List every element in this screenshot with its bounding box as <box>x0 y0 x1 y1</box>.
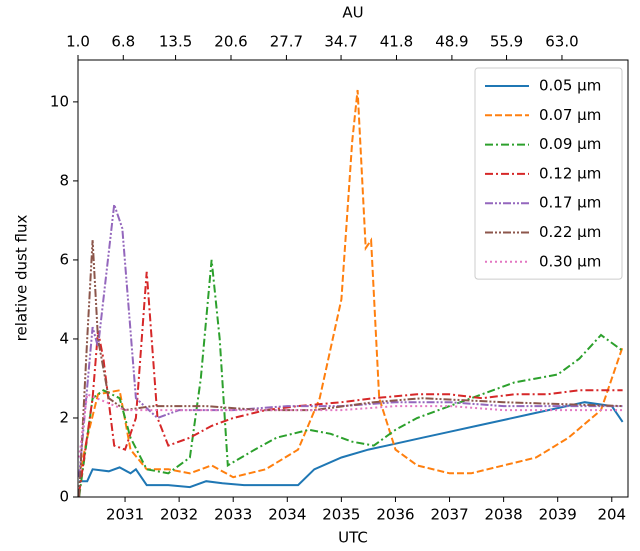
x-tick-label: 204 <box>597 506 626 524</box>
legend-label: 0.17 μm <box>539 194 601 212</box>
legend-label: 0.12 μm <box>539 164 601 182</box>
series-line <box>78 204 623 478</box>
x-tick-label: 2039 <box>539 506 577 524</box>
y-tick-label: 4 <box>59 329 69 347</box>
x-axis-label: UTC <box>338 529 368 547</box>
x2-tick-label: 20.6 <box>214 33 247 51</box>
x-tick-label: 2037 <box>430 506 468 524</box>
y-axis-label: relative dust flux <box>13 215 31 342</box>
x-tick-label: 2033 <box>214 506 252 524</box>
legend-label: 0.30 μm <box>539 252 601 270</box>
x2-axis-label: AU <box>342 4 363 22</box>
x2-tick-label: 13.5 <box>159 33 192 51</box>
y-tick-label: 6 <box>59 250 69 268</box>
x-tick-label: 2032 <box>160 506 198 524</box>
series-line <box>79 401 624 489</box>
series-line <box>78 271 623 494</box>
x2-tick-label: 1.0 <box>66 33 90 51</box>
x-tick-label: 2035 <box>322 506 360 524</box>
series-line <box>78 89 624 479</box>
x-tick-label: 2038 <box>485 506 523 524</box>
legend-label: 0.22 μm <box>539 223 601 241</box>
x2-tick-label: 55.9 <box>490 33 523 51</box>
legend-box <box>474 67 623 280</box>
x-tick-label: 2031 <box>106 506 144 524</box>
plot-frame <box>77 59 629 498</box>
x-tick-label: 2034 <box>268 506 306 524</box>
legend-label: 0.07 μm <box>539 106 601 124</box>
x2-tick-label: 48.9 <box>435 33 468 51</box>
legend-label: 0.09 μm <box>539 135 601 153</box>
y-tick-label: 10 <box>50 92 69 110</box>
y-tick-label: 2 <box>59 408 69 426</box>
x2-tick-label: 27.7 <box>270 33 303 51</box>
legend-label: 0.05 μm <box>539 77 601 95</box>
x2-tick-label: 6.8 <box>111 33 135 51</box>
x2-tick-label: 63.0 <box>545 33 578 51</box>
x2-tick-label: 41.8 <box>380 33 413 51</box>
x2-tick-label: 34.7 <box>324 33 357 51</box>
series-line <box>78 240 623 497</box>
y-tick-label: 8 <box>59 171 69 189</box>
x-tick-label: 2036 <box>376 506 414 524</box>
series-line <box>78 259 624 497</box>
y-tick-label: 0 <box>59 488 69 506</box>
